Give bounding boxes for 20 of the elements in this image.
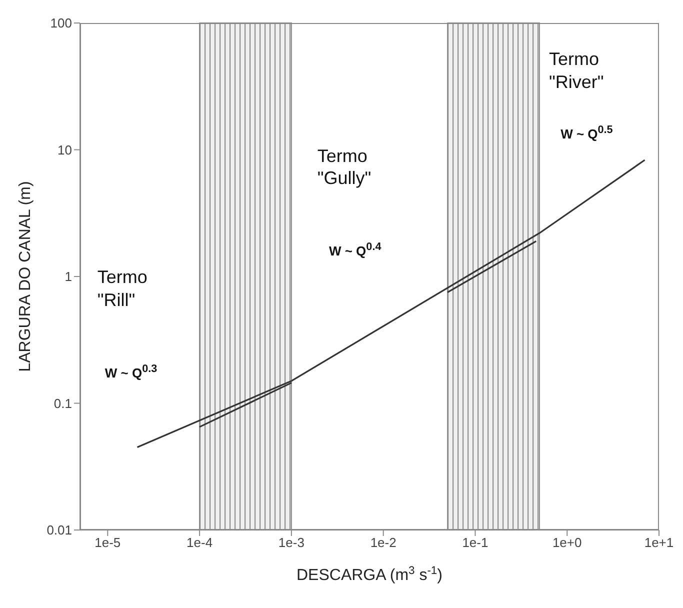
x-tick-label: 1e-3 xyxy=(278,535,304,550)
x-tick-label: 1e+0 xyxy=(552,535,582,550)
x-tick-label: 1e-4 xyxy=(186,535,213,550)
x-tick-label: 1e-2 xyxy=(370,535,396,550)
x-axis-title: DESCARGA (m$^{3}$ s$^{-1}$) xyxy=(296,565,442,584)
annotation: W ~ Q$^{0.3}$ xyxy=(104,362,158,382)
y-tick-label: 0.01 xyxy=(46,522,72,538)
y-tick-label: 10 xyxy=(58,142,72,158)
y-tick-label: 100 xyxy=(50,16,72,31)
x-tick-label: 1e+1 xyxy=(644,535,674,550)
y-axis-title: LARGURA DO CANAL (m) xyxy=(17,181,34,372)
y-tick-label: 1 xyxy=(64,269,72,284)
y-tick-label: 0.1 xyxy=(54,396,72,411)
x-tick-label: 1e-1 xyxy=(462,535,488,550)
annotation: Termo "Gully" xyxy=(317,144,372,190)
annotation: W ~ Q$^{0.5}$ xyxy=(560,124,613,143)
annotation: Termo "River" xyxy=(548,48,604,94)
annotation: Termo "Rill" xyxy=(97,266,148,312)
x-tick-label: 1e-5 xyxy=(94,535,121,550)
annotation: W ~ Q$^{0.4}$ xyxy=(328,241,382,260)
